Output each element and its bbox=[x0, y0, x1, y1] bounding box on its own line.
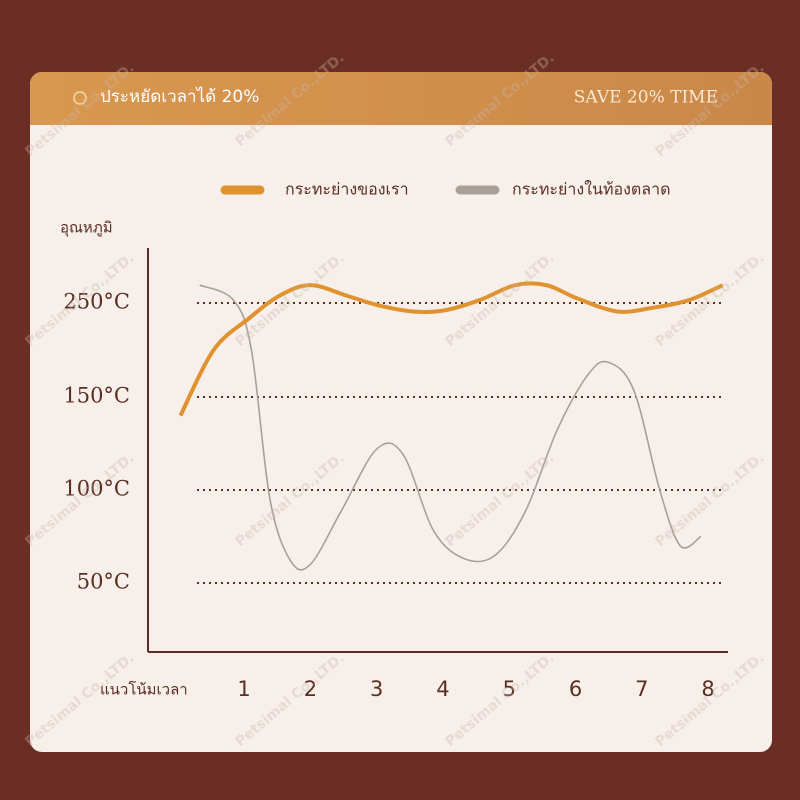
legend-label: กระทะย่างในท้องตลาด bbox=[512, 180, 670, 199]
x-tick-label: 7 bbox=[635, 677, 648, 701]
header-icon bbox=[73, 91, 87, 105]
x-tick-label: 2 bbox=[304, 677, 317, 701]
x-tick-label: 6 bbox=[569, 677, 582, 701]
header-title: ประหยัดเวลาได้ 20% bbox=[100, 86, 259, 107]
card bbox=[30, 72, 772, 752]
header-subtitle: SAVE 20% TIME bbox=[574, 88, 718, 108]
y-tick-label: 150°C bbox=[63, 384, 130, 408]
x-tick-label: 3 bbox=[370, 677, 383, 701]
header-band bbox=[30, 72, 772, 125]
x-tick-label: 5 bbox=[503, 677, 516, 701]
series-line bbox=[178, 281, 724, 417]
y-tick-label: 250°C bbox=[63, 290, 130, 314]
series-line bbox=[199, 284, 702, 571]
x-tick-label: 1 bbox=[237, 677, 250, 701]
y-tick-label: 100°C bbox=[63, 477, 130, 501]
x-tick-label: 4 bbox=[436, 677, 449, 701]
legend-label: กระทะย่างของเรา bbox=[285, 180, 409, 199]
y-axis-label: อุณหภูมิ bbox=[60, 219, 113, 238]
y-tick-label: 50°C bbox=[77, 570, 130, 594]
x-tick-label: 8 bbox=[701, 677, 714, 701]
x-axis-label: แนวโน้มเวลา bbox=[100, 681, 188, 699]
